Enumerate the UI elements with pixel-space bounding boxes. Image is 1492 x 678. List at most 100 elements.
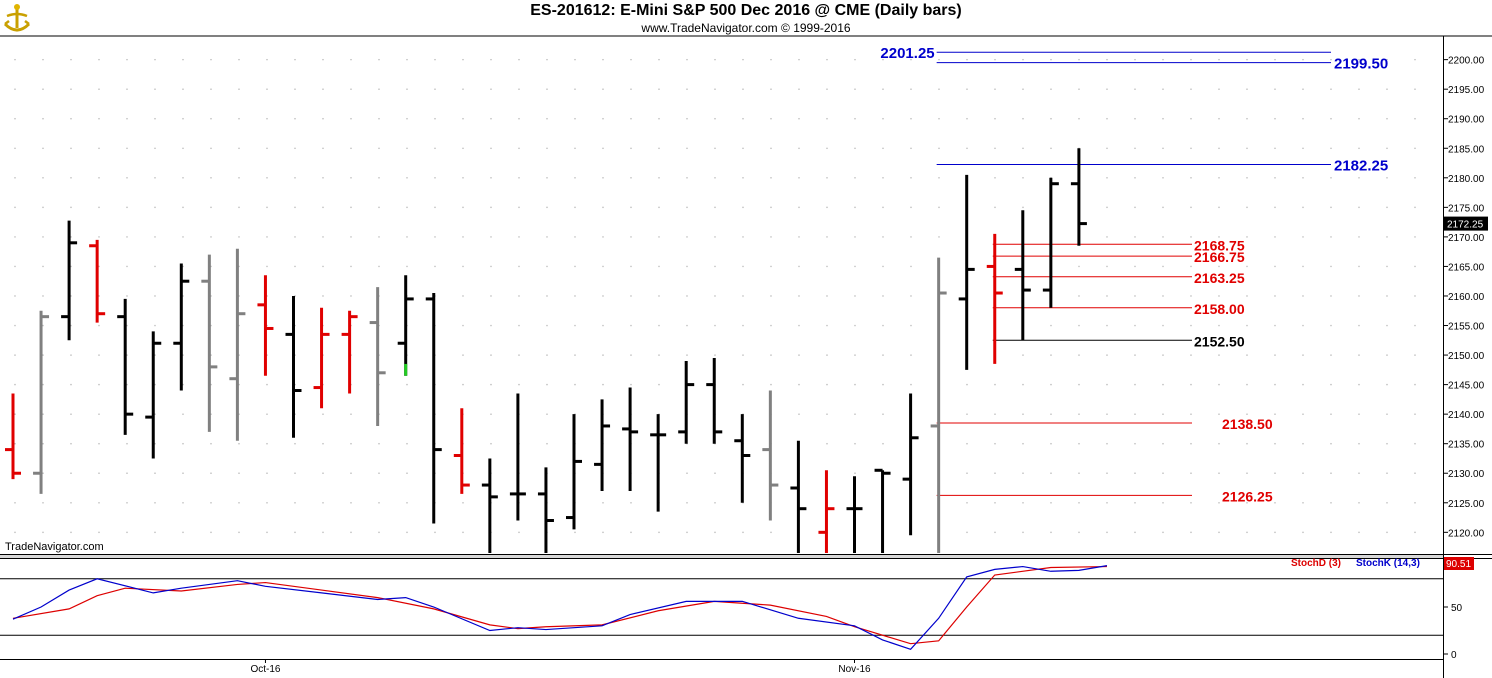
grid-dot — [1134, 295, 1136, 297]
grid-dot — [350, 265, 352, 268]
grid-dot — [266, 383, 268, 386]
grid-dot — [350, 206, 352, 209]
grid-dot — [518, 383, 520, 386]
grid-dot — [1358, 354, 1360, 356]
grid-dot — [1134, 117, 1136, 120]
grid-dot — [1414, 147, 1416, 150]
grid-dot — [1022, 354, 1024, 356]
grid-dot — [462, 58, 464, 61]
grid-dot — [518, 147, 520, 150]
grid-dot — [882, 147, 884, 150]
grid-dot — [1106, 472, 1108, 475]
grid-dot — [322, 442, 324, 445]
trade-navigator-logo-icon — [3, 4, 31, 32]
grid-dot — [70, 501, 72, 504]
grid-dot — [1302, 117, 1304, 120]
grid-dot — [966, 501, 968, 504]
grid-dot — [14, 236, 16, 238]
grid-dot — [294, 177, 296, 179]
grid-dot — [210, 472, 212, 475]
grid-dot — [238, 442, 240, 445]
grid-dot — [966, 413, 968, 415]
grid-dot — [1414, 265, 1416, 268]
grid-dot — [238, 206, 240, 209]
grid-dot — [1246, 147, 1248, 150]
grid-dot — [266, 58, 268, 61]
grid-dot — [1386, 295, 1388, 297]
grid-dot — [462, 354, 464, 356]
grid-dot — [1330, 147, 1332, 150]
grid-dot — [630, 147, 632, 150]
grid-dot — [1022, 177, 1024, 179]
grid-dot — [826, 383, 828, 386]
grid-dot — [1414, 206, 1416, 209]
grid-dot — [70, 88, 72, 90]
price-tick-label: 2195.00 — [1448, 85, 1485, 96]
grid-dot — [1190, 88, 1192, 90]
ohlc-bar — [594, 399, 611, 491]
grid-dot — [378, 206, 380, 209]
grid-dot — [322, 236, 324, 238]
grid-dot — [546, 206, 548, 209]
grid-dot — [378, 177, 380, 179]
price-tick-label: 2155.00 — [1448, 322, 1485, 333]
grid-dot — [658, 531, 660, 534]
grid-dot — [826, 413, 828, 415]
grid-dot — [1358, 295, 1360, 297]
grid-dot — [574, 206, 576, 209]
grid-dot — [154, 177, 156, 179]
grid-dot — [546, 383, 548, 386]
grid-dot — [14, 531, 16, 534]
grid-dot — [1022, 383, 1024, 386]
grid-dot — [70, 413, 72, 415]
price-tick-label: 2130.00 — [1448, 469, 1485, 480]
grid-dot — [1218, 472, 1220, 475]
grid-dot — [630, 177, 632, 179]
grid-dot — [1218, 354, 1220, 356]
grid-dot — [490, 117, 492, 120]
grid-dot — [1246, 58, 1248, 61]
grid-dot — [826, 88, 828, 90]
stoch-last-badge — [1444, 557, 1474, 570]
grid-dot — [1162, 58, 1164, 61]
grid-dot — [686, 147, 688, 150]
grid-dot — [406, 236, 408, 238]
grid-dot — [686, 206, 688, 209]
grid-dot — [854, 58, 856, 61]
grid-dot — [826, 177, 828, 179]
grid-dot — [882, 354, 884, 356]
grid-dot — [70, 177, 72, 179]
grid-dot — [490, 295, 492, 297]
grid-dot — [350, 442, 352, 445]
grid-dot — [1302, 324, 1304, 327]
grid-dot — [882, 442, 884, 445]
grid-dot — [1414, 324, 1416, 327]
grid-dot — [1246, 324, 1248, 327]
grid-dot — [1218, 413, 1220, 415]
grid-dot — [1078, 383, 1080, 386]
grid-dot — [462, 117, 464, 120]
grid-dot — [1274, 413, 1276, 415]
grid-dot — [658, 383, 660, 386]
grid-dot — [966, 383, 968, 386]
grid-dot — [630, 383, 632, 386]
grid-dot — [406, 58, 408, 61]
grid-dot — [1106, 413, 1108, 415]
grid-dot — [658, 88, 660, 90]
grid-dot — [1162, 88, 1164, 90]
grid-dot — [490, 177, 492, 179]
grid-dot — [1330, 531, 1332, 534]
grid-dot — [42, 472, 44, 475]
grid-dot — [322, 295, 324, 297]
grid-dot — [1274, 117, 1276, 120]
grid-dot — [798, 236, 800, 238]
grid-dot — [98, 501, 100, 504]
grid-dot — [882, 177, 884, 179]
grid-dot — [1190, 177, 1192, 179]
grid-dot — [350, 117, 352, 120]
price-grid — [14, 58, 1416, 534]
grid-dot — [322, 531, 324, 534]
grid-dot — [574, 531, 576, 534]
grid-dot — [490, 383, 492, 386]
grid-dot — [490, 206, 492, 209]
